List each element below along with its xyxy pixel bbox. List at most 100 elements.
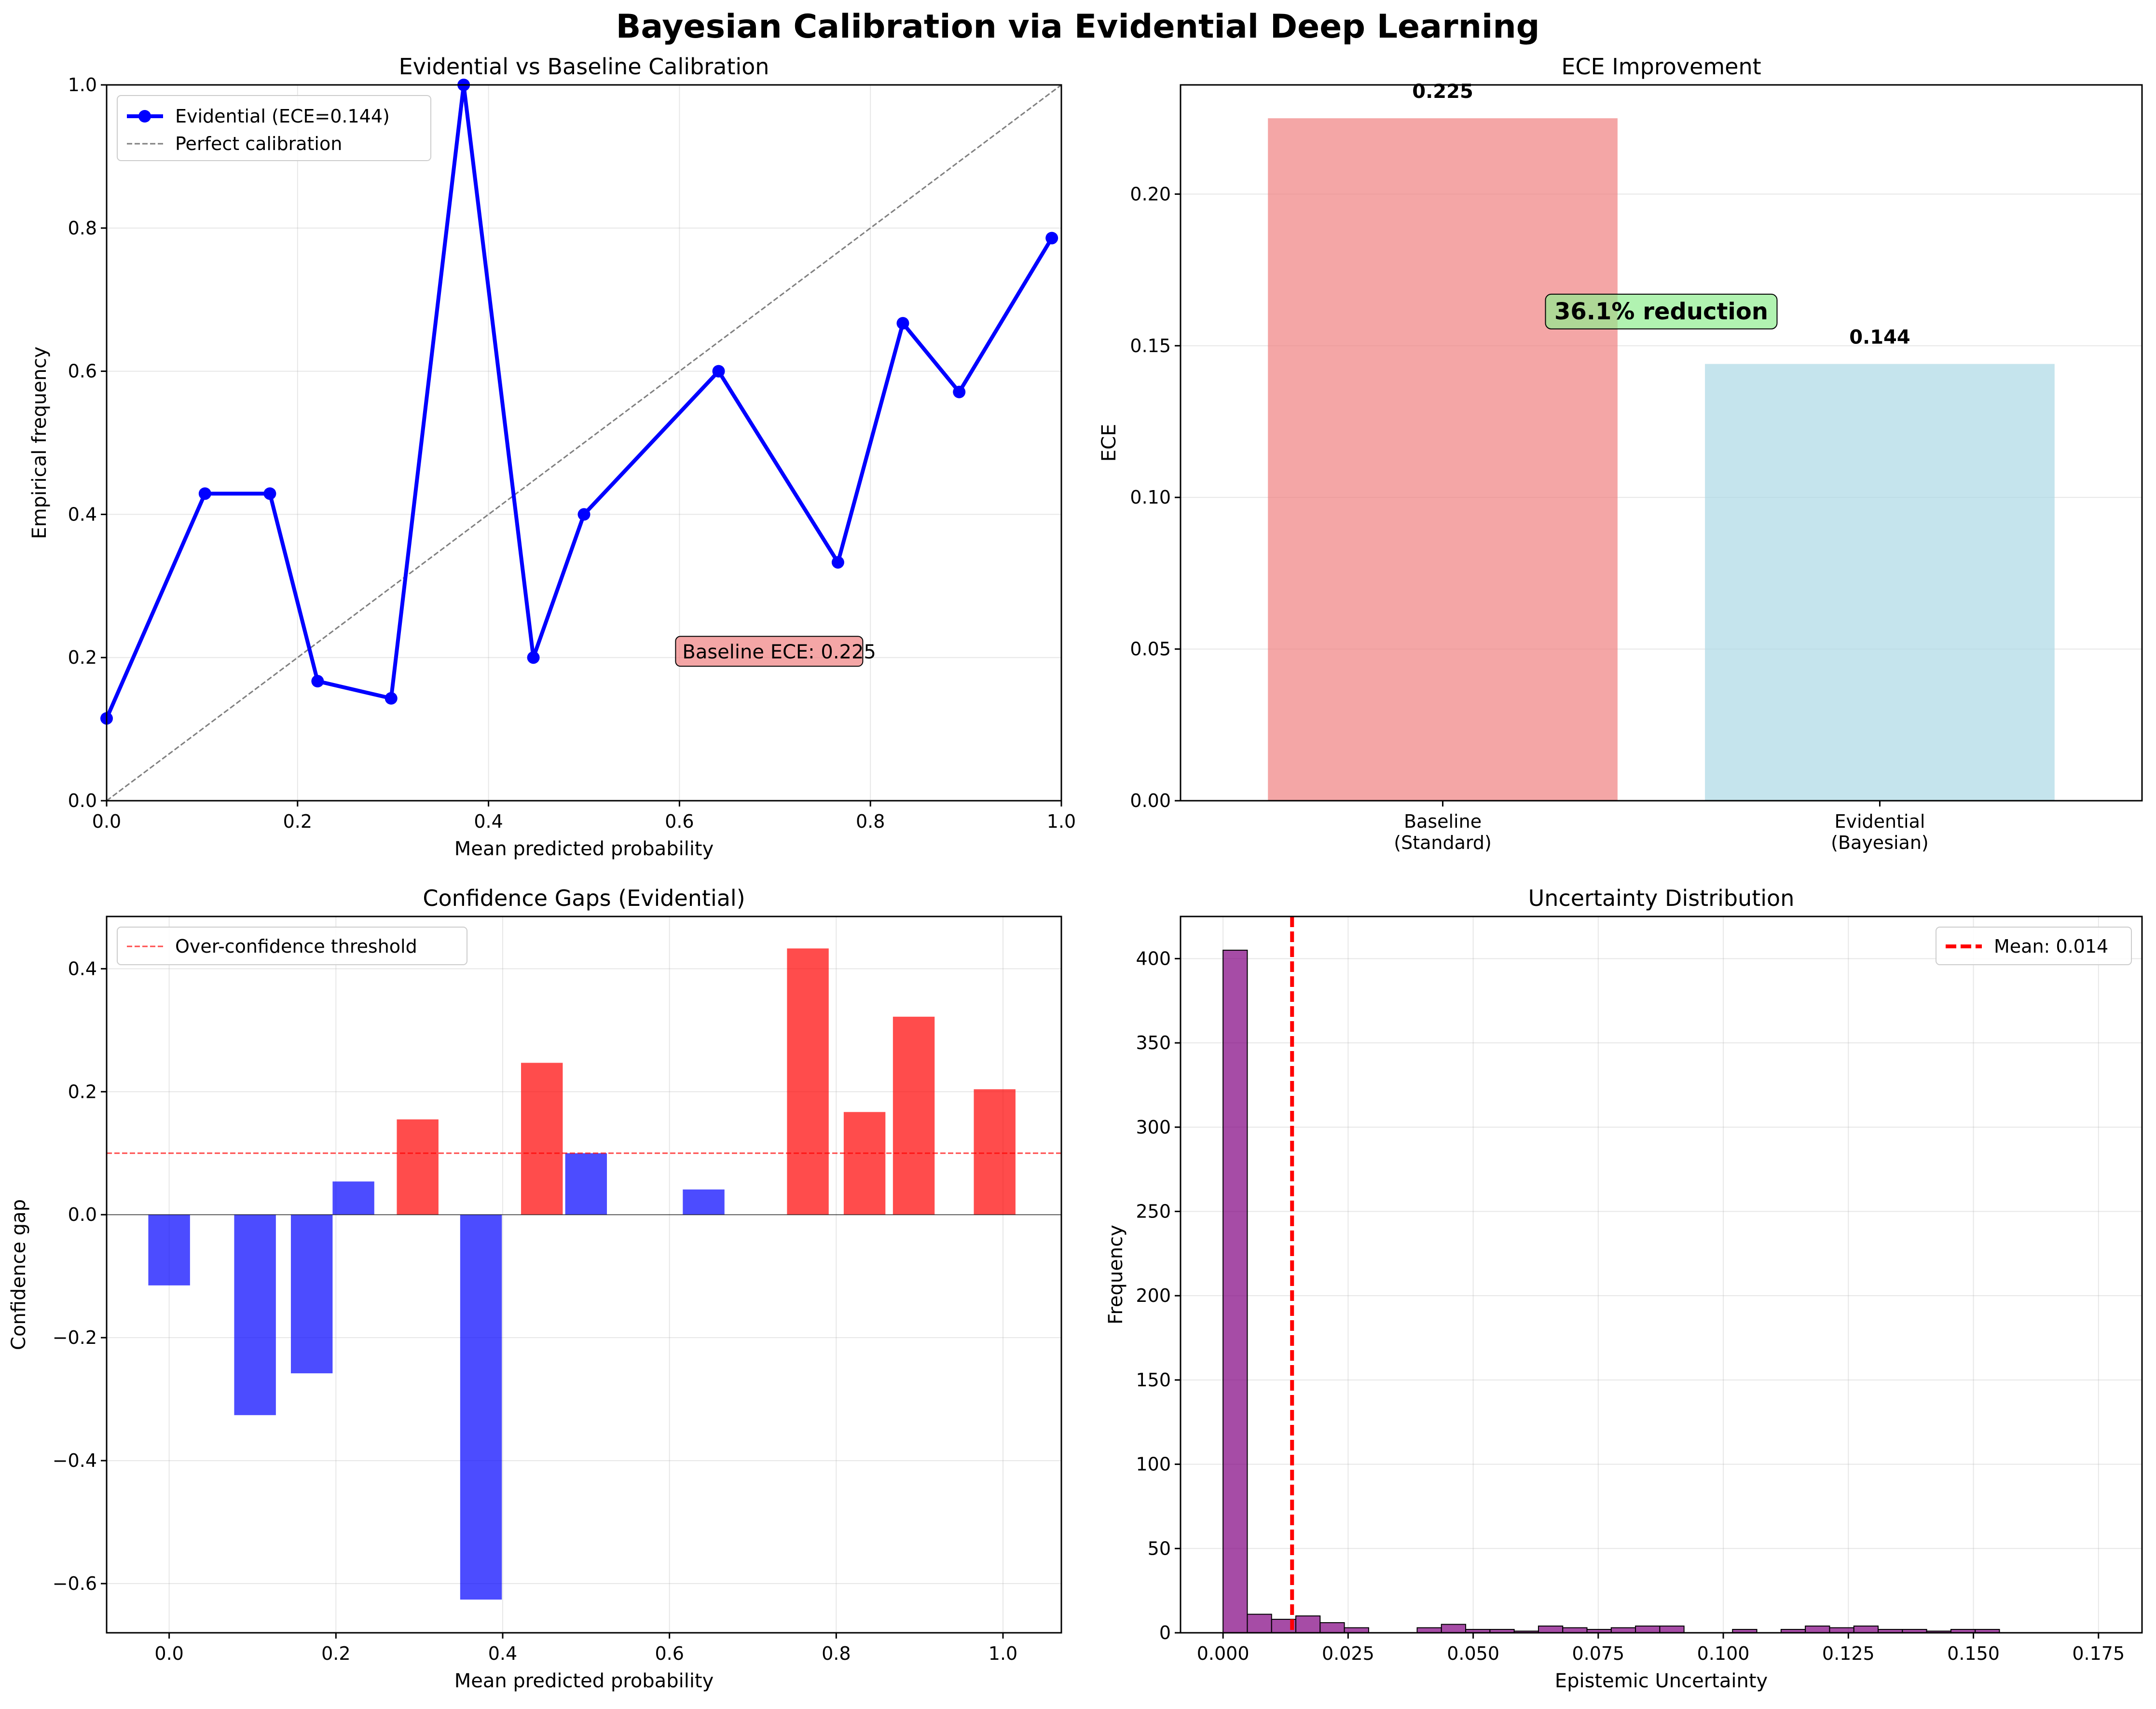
confidence-gap-bar [565, 1153, 607, 1215]
y-tick-label: 350 [1136, 1032, 1171, 1053]
x-tick-label: 0.150 [1947, 1643, 2000, 1664]
axes-title: ECE Improvement [1561, 54, 1761, 80]
histogram-bar [1562, 1627, 1588, 1633]
legend-mean-label: Mean: 0.014 [1994, 936, 2108, 957]
confidence-gap-bar [787, 948, 829, 1215]
x-tick-label: 0.8 [822, 1643, 851, 1664]
confidence-gap-bar [148, 1215, 190, 1285]
axes-frame [1180, 84, 2143, 802]
confidence-gaps-chart: Over-confidence threshold −0.6 −0.4 −0.2 0.0… [8, 885, 1062, 1692]
x-tick-label: 0.000 [1197, 1643, 1250, 1664]
confidence-gap-bar [974, 1089, 1016, 1215]
y-tick-label: 0.0 [68, 1204, 97, 1225]
x-tick-label: 0.4 [474, 811, 503, 832]
histogram-bar [1319, 1622, 1345, 1634]
histogram-bar [1635, 1626, 1661, 1633]
x-tick-label: Evidential [1834, 811, 1925, 832]
y-tick-label: −0.2 [53, 1327, 97, 1348]
y-axis-label: Empirical frequency [28, 346, 51, 539]
y-tick-label: 200 [1136, 1285, 1171, 1306]
histogram-bar [1222, 949, 1248, 1633]
y-tick-label: 0.20 [1130, 183, 1171, 205]
confidence-gap-bar [683, 1189, 725, 1215]
x-tick-label: 0.6 [665, 811, 694, 832]
x-tick-label: 1.0 [1047, 811, 1076, 832]
baseline-ece-annotation: Baseline ECE: 0.225 [682, 641, 876, 663]
x-tick-label: 0.050 [1447, 1643, 1499, 1664]
y-axis-label: Frequency [1105, 1225, 1127, 1325]
x-tick-label: 0.0 [92, 811, 121, 832]
y-tick-label: 0.4 [68, 958, 97, 979]
evidential-point [198, 487, 211, 500]
evidential-point [896, 317, 909, 330]
x-axis-label: Mean predicted probability [454, 838, 714, 860]
y-axis-label: Confidence gap [8, 1199, 30, 1350]
evidential-point [712, 365, 725, 378]
histogram-bar [1538, 1626, 1564, 1633]
x-tick-label: 0.075 [1572, 1643, 1624, 1664]
x-tick-label: 0.0 [154, 1643, 183, 1664]
legend-evidential-marker [138, 110, 151, 123]
evidential-point [263, 487, 276, 500]
y-tick-label: 250 [1136, 1201, 1171, 1222]
axes-frame [106, 916, 1062, 1634]
x-tick-label: 0.6 [655, 1643, 684, 1664]
histogram-bar [1805, 1626, 1830, 1633]
ece-bar [1268, 118, 1618, 801]
x-tick-label: Baseline [1404, 811, 1482, 832]
confidence-gap-bar [397, 1119, 439, 1215]
x-tick-label: 1.0 [989, 1643, 1017, 1664]
y-axis-label: ECE [1098, 424, 1120, 462]
y-tick-label: 100 [1136, 1454, 1171, 1475]
x-tick-label: 0.025 [1322, 1643, 1374, 1664]
histogram-bar [1853, 1626, 1879, 1633]
y-tick-label: 0.2 [68, 647, 97, 668]
legend-box [1936, 927, 2132, 965]
y-tick-label: 0.05 [1130, 639, 1171, 660]
x-tick-label: 0.2 [283, 811, 312, 832]
histogram-bar [1295, 1615, 1321, 1634]
x-axis-label: Mean predicted probability [454, 1670, 714, 1692]
y-tick-label: 1.0 [68, 74, 97, 96]
confidence-gap-bar [521, 1063, 563, 1215]
y-tick-label: 0.6 [68, 361, 97, 382]
x-tick-label: (Bayesian) [1831, 832, 1929, 853]
y-tick-label: 150 [1136, 1369, 1171, 1391]
legend-box [117, 927, 467, 965]
y-tick-label: 400 [1136, 948, 1171, 969]
evidential-point [311, 675, 324, 688]
ece-bar-value-label: 0.225 [1412, 81, 1473, 103]
confidence-gap-bar [460, 1215, 502, 1600]
x-tick-label: 0.100 [1697, 1643, 1750, 1664]
ece-bar [1705, 364, 2055, 801]
y-tick-label: −0.4 [53, 1450, 97, 1471]
x-tick-label: (Standard) [1394, 832, 1492, 853]
x-tick-label: 0.125 [1822, 1643, 1875, 1664]
axes-title: Uncertainty Distribution [1528, 885, 1795, 911]
y-tick-label: 0.4 [68, 504, 97, 525]
evidential-series-line [105, 83, 1054, 719]
evidential-point [1045, 232, 1058, 245]
y-tick-label: 300 [1136, 1117, 1171, 1138]
uncertainty-histogram: Mean: 0.014 0 50 100 150 200 250 300 350 400 0.000… [1105, 885, 2143, 1692]
confidence-gap-bar [332, 1181, 374, 1215]
y-tick-label: 0.2 [68, 1081, 97, 1102]
y-tick-label: 0.0 [68, 790, 97, 811]
confidence-gap-bar [290, 1215, 333, 1374]
histogram-bar [1610, 1627, 1636, 1633]
baseline-ece-annotation-box [675, 636, 864, 667]
histogram-bar [1829, 1627, 1854, 1633]
perfect-calibration-line [106, 84, 1062, 802]
reduction-annotation: 36.1% reduction [1554, 298, 1768, 325]
evidential-point [577, 508, 590, 521]
reduction-annotation-box [1545, 293, 1778, 329]
y-tick-label: 0 [1159, 1622, 1171, 1643]
axes-frame [106, 84, 1062, 802]
ece-bar-value-label: 0.144 [1849, 327, 1910, 349]
y-tick-label: 0.8 [68, 218, 97, 239]
evidential-point [953, 385, 966, 398]
legend-perfect-label: Perfect calibration [175, 133, 342, 154]
axes-frame [1180, 916, 2143, 1634]
legend-box [117, 95, 431, 161]
